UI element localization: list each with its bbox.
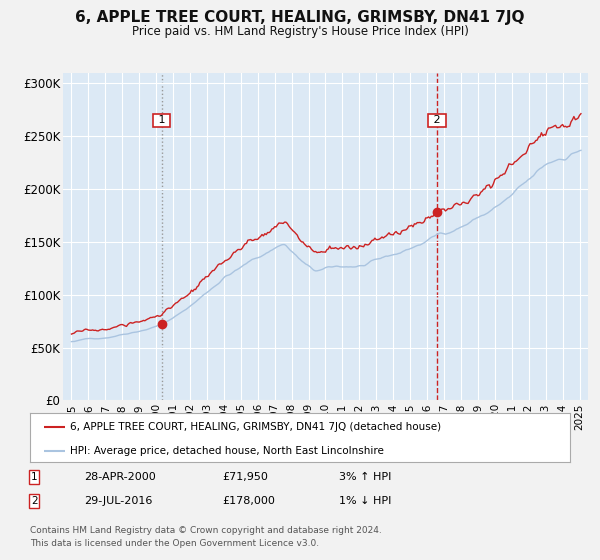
Text: 29-JUL-2016: 29-JUL-2016: [84, 496, 152, 506]
Text: £178,000: £178,000: [222, 496, 275, 506]
Text: 1: 1: [155, 115, 169, 125]
Text: 1: 1: [31, 472, 38, 482]
Text: HPI: Average price, detached house, North East Lincolnshire: HPI: Average price, detached house, Nort…: [71, 446, 385, 456]
Text: 2: 2: [430, 115, 444, 125]
Text: This data is licensed under the Open Government Licence v3.0.: This data is licensed under the Open Gov…: [30, 539, 319, 548]
Text: 6, APPLE TREE COURT, HEALING, GRIMSBY, DN41 7JQ (detached house): 6, APPLE TREE COURT, HEALING, GRIMSBY, D…: [71, 422, 442, 432]
Text: 28-APR-2000: 28-APR-2000: [84, 472, 156, 482]
Text: Price paid vs. HM Land Registry's House Price Index (HPI): Price paid vs. HM Land Registry's House …: [131, 25, 469, 38]
Text: £71,950: £71,950: [222, 472, 268, 482]
Text: Contains HM Land Registry data © Crown copyright and database right 2024.: Contains HM Land Registry data © Crown c…: [30, 526, 382, 535]
Text: 2: 2: [31, 496, 38, 506]
Text: 1% ↓ HPI: 1% ↓ HPI: [339, 496, 391, 506]
Text: 3% ↑ HPI: 3% ↑ HPI: [339, 472, 391, 482]
Text: 6, APPLE TREE COURT, HEALING, GRIMSBY, DN41 7JQ: 6, APPLE TREE COURT, HEALING, GRIMSBY, D…: [75, 10, 525, 25]
